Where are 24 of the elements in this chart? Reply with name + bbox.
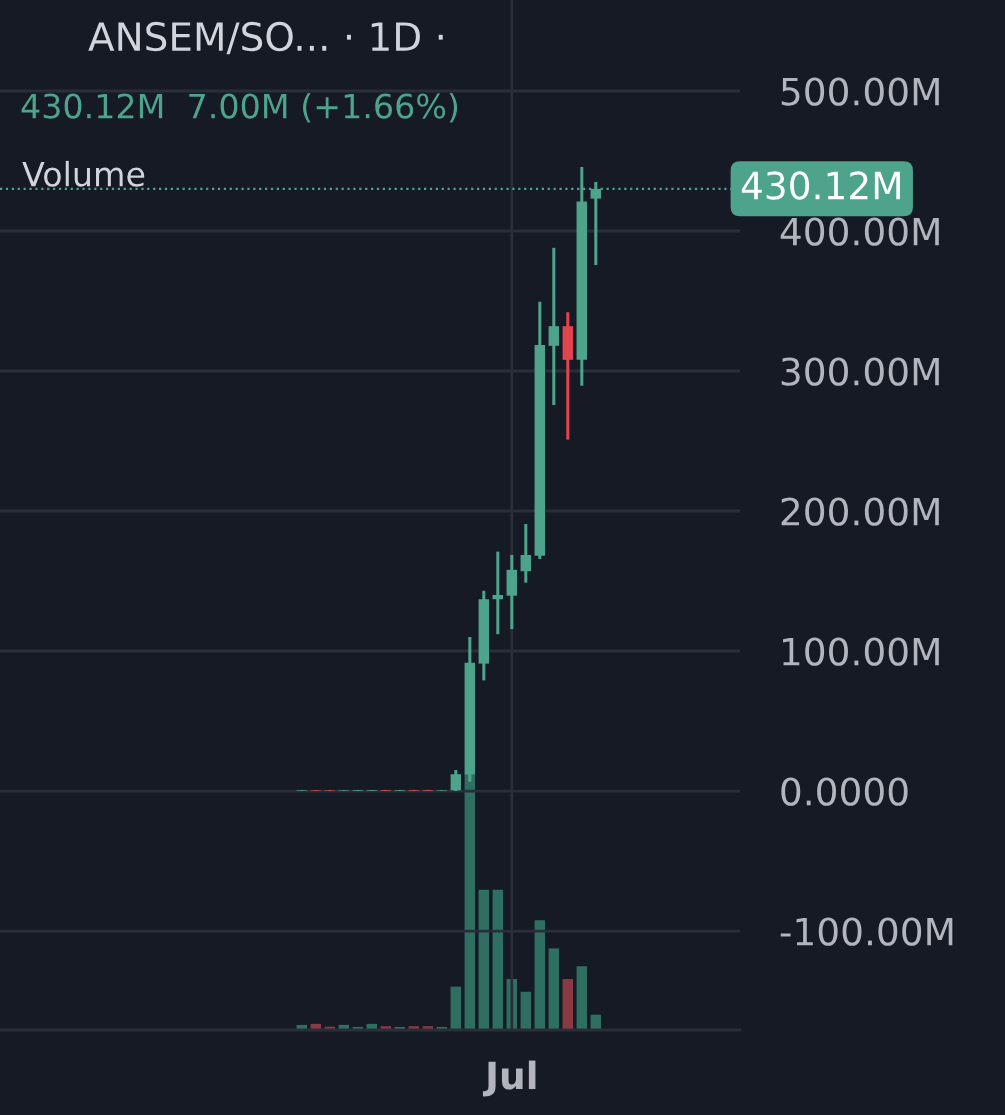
bar [534, 920, 546, 1030]
text: 430.12M 7.00M (+1.66%) [21, 92, 458, 123]
y-tick-label: 400.00M [780, 217, 939, 246]
bar [576, 966, 588, 1030]
bar [492, 889, 504, 1030]
bar [548, 948, 560, 1030]
candlestick [548, 246, 560, 406]
y-tick-label: 300.00M [781, 357, 939, 386]
y-tick-label: 200.00M [781, 497, 939, 526]
y-tick-label: 100.00M [783, 637, 939, 666]
chart-title: Volume [22, 160, 145, 187]
ref-line-label: 430.12M [741, 171, 900, 200]
bar [450, 986, 462, 1030]
y-tick-label: -100.00M [780, 917, 953, 946]
candlestick [450, 770, 462, 792]
candlestick [492, 551, 504, 636]
candlestick [520, 524, 532, 583]
chart-title: ANSEM/SO... · 1D · [88, 21, 443, 55]
bar [562, 979, 574, 1030]
y-tick-label: 0.0000 [781, 777, 908, 806]
y-tick-label: 500.00M [781, 77, 939, 106]
bar [520, 991, 532, 1030]
x-tick-label: Jul [482, 1060, 536, 1097]
bar [478, 889, 490, 1030]
